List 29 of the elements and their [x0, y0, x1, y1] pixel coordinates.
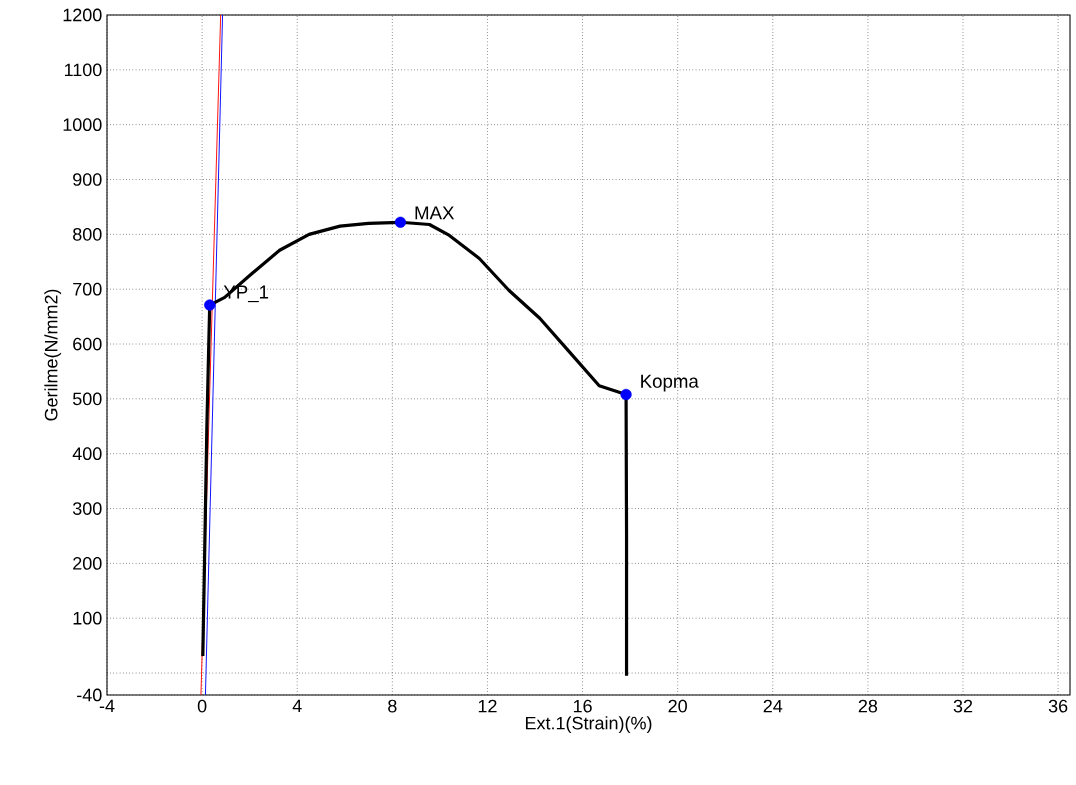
annotation: MAX — [415, 206, 455, 220]
y-tick-label: 1200 — [63, 8, 102, 22]
y-tick-label: 800 — [73, 227, 102, 241]
x-tick-label: 36 — [1048, 699, 1068, 713]
y-axis-title: Gerilme(N/mm2) — [44, 289, 62, 421]
y-tick-label: 600 — [73, 337, 102, 351]
y-tick-label: 100 — [73, 611, 102, 625]
y-tick-label: 500 — [72, 392, 102, 406]
x-tick-label: 8 — [388, 699, 397, 713]
point — [620, 388, 632, 401]
x-tick-label: 16 — [573, 699, 592, 713]
x-tick-label: 24 — [763, 699, 783, 713]
x-tick-label: 4 — [292, 699, 302, 713]
y-tick-label: 400 — [72, 447, 102, 461]
x-tick-label: 20 — [668, 699, 687, 713]
x-tick-label: 32 — [953, 699, 973, 713]
point — [394, 216, 407, 228]
x-tick-label: 0 — [197, 699, 207, 713]
x-tick-label: 12 — [478, 699, 497, 713]
y-tick-label: 1100 — [64, 63, 102, 77]
y-tick-label: 200 — [73, 557, 102, 570]
x-axis-title: Ext.1(Strain)(%) — [525, 716, 652, 734]
y-tick-label: 1000 — [63, 118, 102, 132]
y-tick-label: 900 — [73, 173, 102, 186]
point — [204, 299, 216, 311]
x-tick-label: 28 — [858, 699, 878, 713]
y-tick-label: 700 — [73, 282, 102, 296]
y-tick-label: 300 — [72, 502, 102, 515]
annotation: Kopma — [641, 374, 699, 392]
